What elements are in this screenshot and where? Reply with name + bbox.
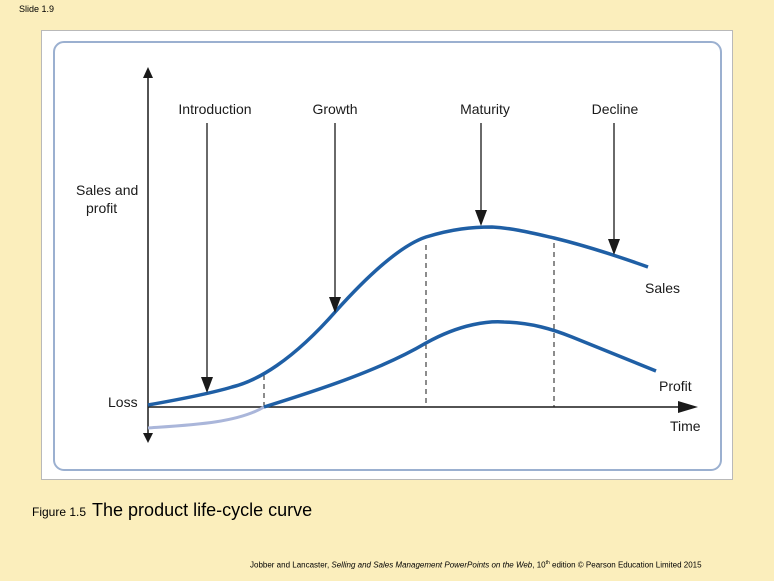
inner-border xyxy=(53,41,722,471)
y-axis-arrow-up-icon xyxy=(143,67,153,78)
footer-book-title: Selling and Sales Management PowerPoints… xyxy=(331,560,533,570)
loss-label: Loss xyxy=(108,394,138,410)
footer-publisher: edition © Pearson Education Limited 2015 xyxy=(549,560,702,570)
footer-authors: Jobber and Lancaster, xyxy=(250,560,332,570)
stage-label-decline: Decline xyxy=(592,101,639,117)
growth-pointer-arrow-icon xyxy=(329,297,341,313)
x-axis-arrow-icon xyxy=(678,401,698,413)
figure-number: Figure 1.5 xyxy=(32,505,87,519)
figure-caption: Figure 1.5 The product life-cycle curve xyxy=(32,500,312,521)
y-axis-label-line2: profit xyxy=(86,200,117,216)
profit-curve xyxy=(263,320,657,409)
figure-frame: Introduction Growth Maturity Decline Sal… xyxy=(41,30,733,480)
stage-label-maturity: Maturity xyxy=(460,101,510,117)
footer-credit: Jobber and Lancaster, Selling and Sales … xyxy=(250,560,702,570)
y-axis-arrow-down-icon xyxy=(143,433,153,443)
stage-label-introduction: Introduction xyxy=(178,101,251,117)
footer-edition-number: , 10 xyxy=(532,560,546,570)
footer-edition-suffix: th xyxy=(545,560,550,566)
sales-curve xyxy=(147,225,649,407)
figure-title: The product life-cycle curve xyxy=(92,500,313,520)
decline-pointer-arrow-icon xyxy=(608,239,620,255)
profit-curve-label: Profit xyxy=(659,378,692,394)
sales-curve-label: Sales xyxy=(645,280,680,296)
maturity-pointer-arrow-icon xyxy=(475,210,487,226)
y-axis-label-line1: Sales and xyxy=(76,182,138,198)
x-axis-label-time: Time xyxy=(670,418,701,434)
slide-number: Slide 1.9 xyxy=(19,4,55,14)
stage-label-growth: Growth xyxy=(312,101,357,117)
product-life-cycle-diagram: Introduction Growth Maturity Decline Sal… xyxy=(53,41,722,471)
loss-curve xyxy=(147,405,265,430)
introduction-pointer-arrow-icon xyxy=(201,377,213,393)
